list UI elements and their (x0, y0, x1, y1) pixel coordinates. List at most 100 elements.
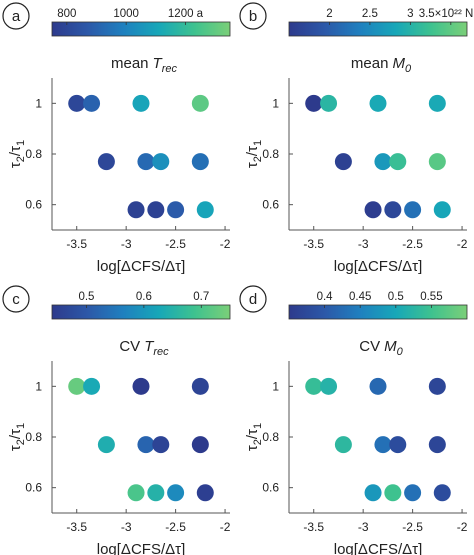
panel-label: b (249, 8, 257, 25)
title-prefix: CV (359, 338, 380, 355)
data-point (320, 377, 338, 395)
title-subscript: 0 (397, 346, 404, 358)
colorbar-tick-label: 3 (407, 8, 413, 20)
panel-title: mean Trec (111, 55, 177, 75)
data-point (83, 377, 101, 395)
colorbar-tick-label: 0.6 (136, 291, 152, 303)
colorbar-tick-label: 3.5×10²² Nm (419, 8, 474, 20)
data-point (196, 201, 214, 219)
y-label-tau: τ (7, 162, 24, 168)
title-subscript: rec (162, 63, 178, 75)
y-label-sub: 1 (15, 423, 27, 429)
x-tick-label: -2 (457, 520, 468, 534)
data-point (428, 436, 446, 454)
y-label-sub: 2 (252, 156, 264, 162)
y-label-sub: 2 (252, 439, 264, 445)
y-label-tau: τ (7, 445, 24, 451)
data-point (132, 377, 150, 395)
title-variable: T (144, 338, 155, 355)
y-axis-label: τ2/τ1 (244, 140, 264, 168)
data-point (147, 484, 165, 502)
title-variable: T (153, 55, 164, 72)
x-tick-label: -3 (121, 237, 132, 251)
y-label-tau: τ (244, 445, 261, 451)
colorbar-tick-label: 2.5 (362, 8, 378, 20)
x-tick-label: -2 (220, 237, 231, 251)
y-tick-label: 0.6 (25, 198, 42, 212)
x-axis-label: log[ΔCFS/Δτ] (97, 541, 185, 555)
data-point (389, 153, 407, 171)
y-axis-label: τ2/τ1 (7, 423, 27, 451)
colorbar-tick-label: 0.4 (317, 291, 334, 303)
y-label-sub: 2 (15, 439, 27, 445)
y-tick-label: 1 (272, 96, 279, 110)
y-tick-label: 1 (35, 96, 42, 110)
title-prefix: mean (351, 55, 389, 72)
colorbar (288, 21, 468, 37)
data-point (191, 153, 209, 171)
x-tick-label: -2.5 (402, 237, 423, 251)
x-axis-label: log[ΔCFS/Δτ] (97, 258, 185, 275)
x-tick-label: -2.5 (165, 237, 186, 251)
x-tick-label: -2.5 (402, 520, 423, 534)
colorbar (288, 304, 468, 320)
title-subscript: 0 (405, 63, 412, 75)
data-point (404, 484, 422, 502)
y-label-sub: 1 (15, 140, 27, 146)
colorbar-tick-label: 1000 (113, 8, 139, 20)
data-point (83, 94, 101, 112)
x-tick-label: -3 (358, 237, 369, 251)
data-point (68, 94, 86, 112)
data-point (384, 484, 402, 502)
data-point (191, 436, 209, 454)
data-point (428, 94, 446, 112)
panel-label-badge (239, 285, 267, 313)
colorbar-tick-label: 2 (326, 8, 332, 20)
panel-label: d (249, 291, 257, 308)
data-point (364, 484, 382, 502)
panel-title: CV M0 (359, 338, 403, 358)
colorbar (51, 21, 231, 37)
panel-label-badge (2, 285, 30, 313)
data-point (132, 94, 150, 112)
data-point (364, 201, 382, 219)
y-tick-label: 0.8 (262, 430, 279, 444)
data-point (167, 201, 185, 219)
x-tick-label: -3.5 (66, 520, 87, 534)
x-tick-label: -3 (358, 520, 369, 534)
data-point (191, 94, 209, 112)
x-axis-label: log[ΔCFS/Δτ] (334, 258, 422, 275)
title-prefix: CV (119, 338, 140, 355)
data-point (305, 94, 323, 112)
y-label-sub: 2 (15, 156, 27, 162)
data-point (196, 484, 214, 502)
panel-label-badge (239, 2, 267, 30)
y-label-slash: /τ (244, 146, 261, 156)
data-point (68, 377, 86, 395)
title-subscript: rec (153, 346, 169, 358)
x-tick-label: -3.5 (303, 237, 324, 251)
data-point (305, 377, 323, 395)
y-tick-label: 0.8 (262, 147, 279, 161)
data-point (389, 436, 407, 454)
colorbar-tick-label: 0.5 (78, 291, 94, 303)
x-tick-label: -3.5 (303, 520, 324, 534)
data-point (127, 201, 145, 219)
y-tick-label: 0.6 (262, 481, 279, 495)
x-tick-label: -2 (457, 237, 468, 251)
panel-title: CV Trec (119, 338, 169, 358)
y-tick-label: 0.8 (25, 147, 42, 161)
y-label-sub: 1 (252, 423, 264, 429)
data-point (428, 377, 446, 395)
data-point (152, 153, 170, 171)
panel-title: mean M0 (351, 55, 412, 75)
data-point (167, 484, 185, 502)
panel-c: c 0.5 0.6 0.7CV Trec-3.5 -3 -2.5 -210.80.6log[Δ… (2, 285, 231, 555)
y-tick-label: 0.6 (25, 481, 42, 495)
x-axis-label: log[ΔCFS/Δτ] (334, 541, 422, 555)
data-point (433, 201, 451, 219)
